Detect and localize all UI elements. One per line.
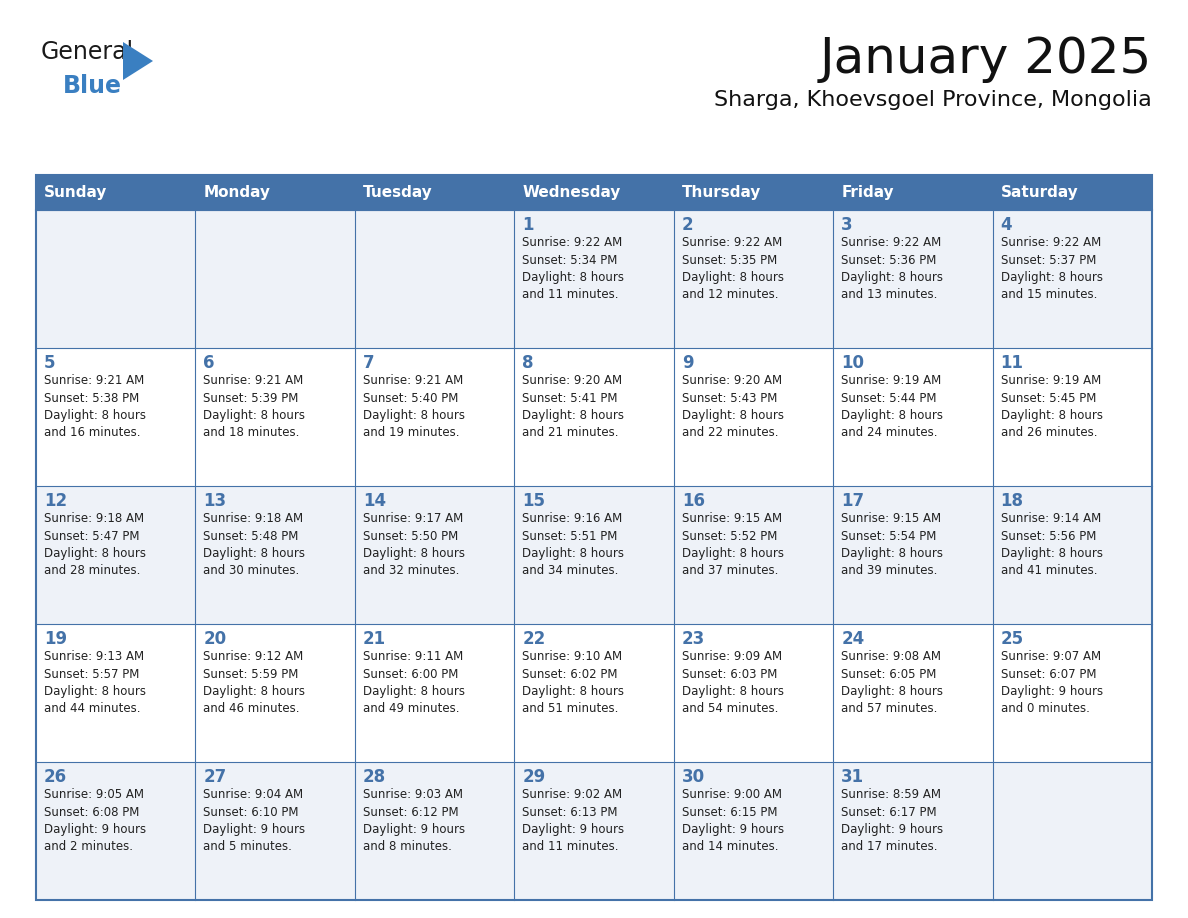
Text: Sunrise: 9:20 AM
Sunset: 5:41 PM
Daylight: 8 hours
and 21 minutes.: Sunrise: 9:20 AM Sunset: 5:41 PM Dayligh… xyxy=(523,374,624,440)
Text: 13: 13 xyxy=(203,492,227,510)
Text: Sunrise: 9:22 AM
Sunset: 5:34 PM
Daylight: 8 hours
and 11 minutes.: Sunrise: 9:22 AM Sunset: 5:34 PM Dayligh… xyxy=(523,236,624,301)
Text: Sunrise: 9:21 AM
Sunset: 5:39 PM
Daylight: 8 hours
and 18 minutes.: Sunrise: 9:21 AM Sunset: 5:39 PM Dayligh… xyxy=(203,374,305,440)
Text: Sunrise: 9:13 AM
Sunset: 5:57 PM
Daylight: 8 hours
and 44 minutes.: Sunrise: 9:13 AM Sunset: 5:57 PM Dayligh… xyxy=(44,650,146,715)
Bar xyxy=(36,348,1152,486)
Bar xyxy=(196,175,355,210)
Text: Sunrise: 9:21 AM
Sunset: 5:38 PM
Daylight: 8 hours
and 16 minutes.: Sunrise: 9:21 AM Sunset: 5:38 PM Dayligh… xyxy=(44,374,146,440)
Text: January 2025: January 2025 xyxy=(820,35,1152,83)
Text: Sunrise: 9:00 AM
Sunset: 6:15 PM
Daylight: 9 hours
and 14 minutes.: Sunrise: 9:00 AM Sunset: 6:15 PM Dayligh… xyxy=(682,788,784,854)
Text: 11: 11 xyxy=(1000,354,1024,372)
Text: 18: 18 xyxy=(1000,492,1024,510)
Text: Thursday: Thursday xyxy=(682,185,762,200)
Text: 29: 29 xyxy=(523,768,545,786)
Text: Sunrise: 9:09 AM
Sunset: 6:03 PM
Daylight: 8 hours
and 54 minutes.: Sunrise: 9:09 AM Sunset: 6:03 PM Dayligh… xyxy=(682,650,784,715)
Bar xyxy=(992,175,1152,210)
Text: 15: 15 xyxy=(523,492,545,510)
Bar xyxy=(36,210,1152,348)
Text: Sunrise: 9:21 AM
Sunset: 5:40 PM
Daylight: 8 hours
and 19 minutes.: Sunrise: 9:21 AM Sunset: 5:40 PM Dayligh… xyxy=(362,374,465,440)
Text: Sunrise: 9:12 AM
Sunset: 5:59 PM
Daylight: 8 hours
and 46 minutes.: Sunrise: 9:12 AM Sunset: 5:59 PM Dayligh… xyxy=(203,650,305,715)
Text: Sunrise: 9:15 AM
Sunset: 5:54 PM
Daylight: 8 hours
and 39 minutes.: Sunrise: 9:15 AM Sunset: 5:54 PM Dayligh… xyxy=(841,512,943,577)
Bar xyxy=(36,624,1152,762)
Text: 20: 20 xyxy=(203,630,227,648)
Text: 2: 2 xyxy=(682,216,694,234)
Text: Saturday: Saturday xyxy=(1000,185,1079,200)
Text: Sunrise: 9:03 AM
Sunset: 6:12 PM
Daylight: 9 hours
and 8 minutes.: Sunrise: 9:03 AM Sunset: 6:12 PM Dayligh… xyxy=(362,788,465,854)
Text: Sunrise: 9:14 AM
Sunset: 5:56 PM
Daylight: 8 hours
and 41 minutes.: Sunrise: 9:14 AM Sunset: 5:56 PM Dayligh… xyxy=(1000,512,1102,577)
Polygon shape xyxy=(124,42,153,80)
Text: Sunrise: 9:20 AM
Sunset: 5:43 PM
Daylight: 8 hours
and 22 minutes.: Sunrise: 9:20 AM Sunset: 5:43 PM Dayligh… xyxy=(682,374,784,440)
Text: 7: 7 xyxy=(362,354,374,372)
Text: 24: 24 xyxy=(841,630,865,648)
Text: 3: 3 xyxy=(841,216,853,234)
Text: Sunrise: 8:59 AM
Sunset: 6:17 PM
Daylight: 9 hours
and 17 minutes.: Sunrise: 8:59 AM Sunset: 6:17 PM Dayligh… xyxy=(841,788,943,854)
Text: 8: 8 xyxy=(523,354,533,372)
Text: Sunrise: 9:04 AM
Sunset: 6:10 PM
Daylight: 9 hours
and 5 minutes.: Sunrise: 9:04 AM Sunset: 6:10 PM Dayligh… xyxy=(203,788,305,854)
Text: Sunrise: 9:18 AM
Sunset: 5:47 PM
Daylight: 8 hours
and 28 minutes.: Sunrise: 9:18 AM Sunset: 5:47 PM Dayligh… xyxy=(44,512,146,577)
Text: Sunrise: 9:15 AM
Sunset: 5:52 PM
Daylight: 8 hours
and 37 minutes.: Sunrise: 9:15 AM Sunset: 5:52 PM Dayligh… xyxy=(682,512,784,577)
Bar xyxy=(36,210,1152,900)
Text: Sunrise: 9:11 AM
Sunset: 6:00 PM
Daylight: 8 hours
and 49 minutes.: Sunrise: 9:11 AM Sunset: 6:00 PM Dayligh… xyxy=(362,650,465,715)
Text: 9: 9 xyxy=(682,354,694,372)
Text: Sunrise: 9:22 AM
Sunset: 5:36 PM
Daylight: 8 hours
and 13 minutes.: Sunrise: 9:22 AM Sunset: 5:36 PM Dayligh… xyxy=(841,236,943,301)
Text: General: General xyxy=(42,40,134,64)
Text: Tuesday: Tuesday xyxy=(362,185,432,200)
Text: Sunrise: 9:16 AM
Sunset: 5:51 PM
Daylight: 8 hours
and 34 minutes.: Sunrise: 9:16 AM Sunset: 5:51 PM Dayligh… xyxy=(523,512,624,577)
Bar xyxy=(36,175,196,210)
Text: Sunrise: 9:02 AM
Sunset: 6:13 PM
Daylight: 9 hours
and 11 minutes.: Sunrise: 9:02 AM Sunset: 6:13 PM Dayligh… xyxy=(523,788,625,854)
Text: 25: 25 xyxy=(1000,630,1024,648)
Text: 1: 1 xyxy=(523,216,533,234)
Bar xyxy=(833,175,992,210)
Text: Sunrise: 9:19 AM
Sunset: 5:44 PM
Daylight: 8 hours
and 24 minutes.: Sunrise: 9:19 AM Sunset: 5:44 PM Dayligh… xyxy=(841,374,943,440)
Text: 12: 12 xyxy=(44,492,68,510)
Bar xyxy=(36,762,1152,900)
Text: 30: 30 xyxy=(682,768,704,786)
Text: 14: 14 xyxy=(362,492,386,510)
Text: 28: 28 xyxy=(362,768,386,786)
Text: 21: 21 xyxy=(362,630,386,648)
Text: Sunrise: 9:22 AM
Sunset: 5:37 PM
Daylight: 8 hours
and 15 minutes.: Sunrise: 9:22 AM Sunset: 5:37 PM Dayligh… xyxy=(1000,236,1102,301)
Text: Friday: Friday xyxy=(841,185,893,200)
Bar xyxy=(36,175,1152,210)
Text: 22: 22 xyxy=(523,630,545,648)
Text: 27: 27 xyxy=(203,768,227,786)
Text: Sunrise: 9:08 AM
Sunset: 6:05 PM
Daylight: 8 hours
and 57 minutes.: Sunrise: 9:08 AM Sunset: 6:05 PM Dayligh… xyxy=(841,650,943,715)
Text: Sunrise: 9:05 AM
Sunset: 6:08 PM
Daylight: 9 hours
and 2 minutes.: Sunrise: 9:05 AM Sunset: 6:08 PM Dayligh… xyxy=(44,788,146,854)
Text: 16: 16 xyxy=(682,492,704,510)
Text: Sharga, Khoevsgoel Province, Mongolia: Sharga, Khoevsgoel Province, Mongolia xyxy=(714,90,1152,110)
Text: Sunrise: 9:19 AM
Sunset: 5:45 PM
Daylight: 8 hours
and 26 minutes.: Sunrise: 9:19 AM Sunset: 5:45 PM Dayligh… xyxy=(1000,374,1102,440)
Text: Sunrise: 9:18 AM
Sunset: 5:48 PM
Daylight: 8 hours
and 30 minutes.: Sunrise: 9:18 AM Sunset: 5:48 PM Dayligh… xyxy=(203,512,305,577)
Bar xyxy=(674,175,833,210)
Text: Sunrise: 9:22 AM
Sunset: 5:35 PM
Daylight: 8 hours
and 12 minutes.: Sunrise: 9:22 AM Sunset: 5:35 PM Dayligh… xyxy=(682,236,784,301)
Text: 19: 19 xyxy=(44,630,68,648)
Bar xyxy=(355,175,514,210)
Text: 23: 23 xyxy=(682,630,704,648)
Text: Monday: Monday xyxy=(203,185,271,200)
Text: 17: 17 xyxy=(841,492,864,510)
Text: Sunrise: 9:10 AM
Sunset: 6:02 PM
Daylight: 8 hours
and 51 minutes.: Sunrise: 9:10 AM Sunset: 6:02 PM Dayligh… xyxy=(523,650,624,715)
Text: 6: 6 xyxy=(203,354,215,372)
Bar xyxy=(514,175,674,210)
Text: 31: 31 xyxy=(841,768,864,786)
Text: Blue: Blue xyxy=(63,74,122,98)
Text: 4: 4 xyxy=(1000,216,1012,234)
Text: 5: 5 xyxy=(44,354,56,372)
Text: Sunrise: 9:07 AM
Sunset: 6:07 PM
Daylight: 9 hours
and 0 minutes.: Sunrise: 9:07 AM Sunset: 6:07 PM Dayligh… xyxy=(1000,650,1102,715)
Text: Wednesday: Wednesday xyxy=(523,185,620,200)
Text: 26: 26 xyxy=(44,768,68,786)
Text: Sunrise: 9:17 AM
Sunset: 5:50 PM
Daylight: 8 hours
and 32 minutes.: Sunrise: 9:17 AM Sunset: 5:50 PM Dayligh… xyxy=(362,512,465,577)
Bar xyxy=(36,486,1152,624)
Text: Sunday: Sunday xyxy=(44,185,107,200)
Text: 10: 10 xyxy=(841,354,864,372)
